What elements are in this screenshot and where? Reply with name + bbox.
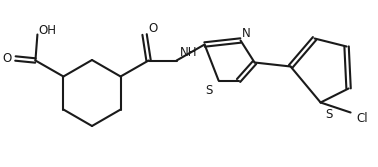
Text: NH: NH [180, 46, 197, 59]
Text: OH: OH [39, 24, 56, 37]
Text: Cl: Cl [357, 112, 369, 125]
Text: N: N [242, 27, 251, 40]
Text: S: S [325, 108, 332, 121]
Text: S: S [205, 84, 212, 97]
Text: O: O [148, 22, 157, 35]
Text: O: O [3, 52, 12, 65]
